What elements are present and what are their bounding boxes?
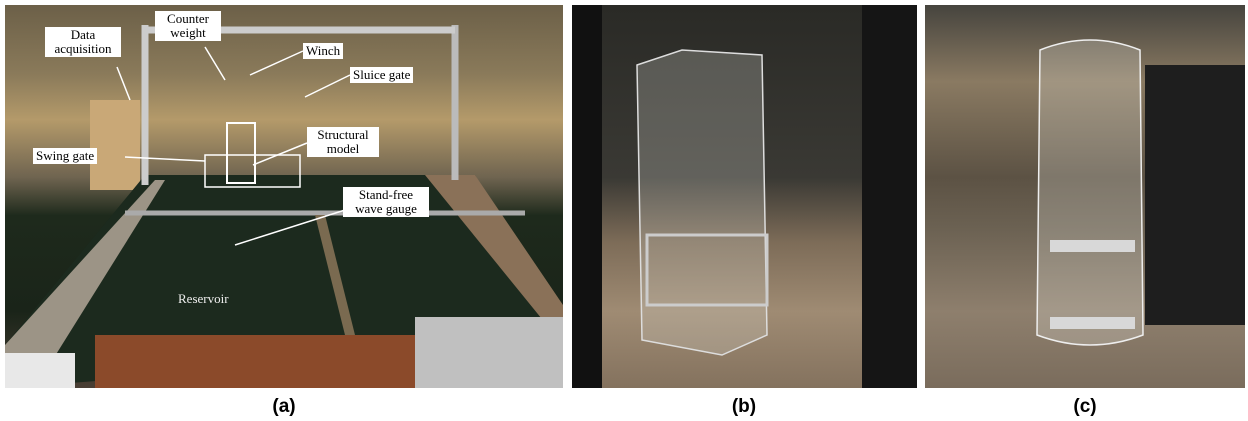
wall [1145,65,1245,325]
frame-edge [862,5,917,388]
arrow [253,143,307,165]
model-box [637,50,767,355]
photo-model-square [572,5,917,388]
annotation: Sluice gate [350,67,413,83]
arrow [117,67,130,100]
panel-label: (b) [714,396,774,418]
cabinet [90,100,140,190]
arrow [250,51,303,75]
photo-model-cylinder [925,5,1245,388]
model-cylinder [1037,40,1143,345]
arrow [305,75,350,97]
annotation: Counter weight [155,11,221,41]
block [5,353,75,388]
panel-label: (c) [1055,396,1115,418]
scene-c [925,5,1245,388]
scene-a [5,5,563,388]
annotation: Reservoir [175,291,232,307]
photo-wave-tank: Data acquisition Counter weight Winch Sl… [5,5,563,388]
page: Wave tank experiment photos {"panels": [… [0,0,1248,421]
scene-b [572,5,917,388]
ring [1050,240,1135,252]
annotation: Data acquisition [45,27,121,57]
annotation: Winch [303,43,343,59]
arrow [205,47,225,80]
panel-label: (a) [254,396,314,418]
annotation: Stand-free wave gauge [343,187,429,217]
ring [1050,317,1135,329]
grating [95,335,415,388]
annotation: Swing gate [33,148,97,164]
annotation: Structural model [307,127,379,157]
grating [415,317,563,388]
frame-edge [572,5,602,388]
model-outline [227,123,255,183]
figure: Data acquisition Counter weight Winch Sl… [0,0,1248,421]
